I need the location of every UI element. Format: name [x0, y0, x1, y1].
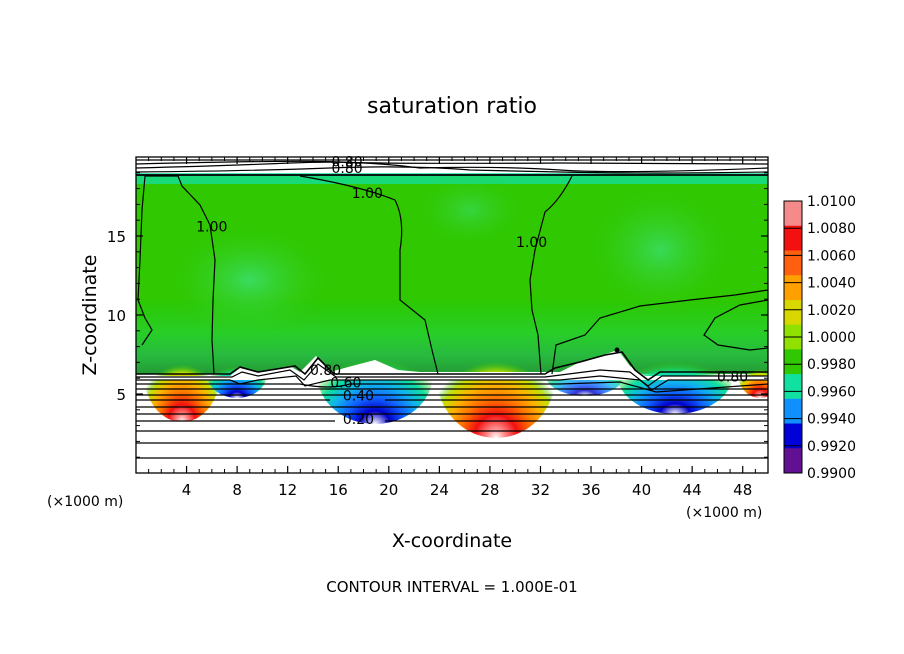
contour-label: 0.80 — [332, 154, 363, 170]
contour-line — [136, 381, 768, 393]
colorbar-label: 1.0000 — [807, 330, 856, 346]
y-axis-ticks: 5 10 15 — [107, 172, 768, 458]
cyan-patch — [160, 220, 340, 340]
x-tick-label: 32 — [531, 481, 550, 499]
x-unit-left: (×1000 m) — [47, 494, 123, 510]
x-axis-label: X-coordinate — [392, 530, 512, 552]
x-tick-label: 4 — [182, 481, 192, 499]
colorbar-label: 0.9940 — [807, 412, 856, 428]
contour-label: 0.80 — [310, 363, 341, 379]
chart-title: saturation ratio — [367, 94, 537, 119]
x-tick-label: 8 — [232, 481, 242, 499]
contour-line — [136, 161, 768, 173]
colorbar-swatch — [784, 374, 802, 400]
contour-line — [136, 166, 768, 174]
colorbar-label: 1.0100 — [807, 194, 856, 210]
colorbar-label: 1.0060 — [807, 248, 856, 264]
contour-line — [551, 289, 768, 375]
y-tick-label: 10 — [107, 307, 126, 325]
contour-label: 1.00 — [196, 219, 227, 235]
x-unit-right: (×1000 m) — [686, 505, 762, 521]
colorbar-label: 1.0080 — [807, 221, 856, 237]
x-tick-label: 48 — [733, 481, 752, 499]
colorbar-swatch — [784, 275, 802, 301]
colorbar-label: 1.0020 — [807, 303, 856, 319]
terrain-marker — [614, 347, 620, 353]
contour-line — [703, 299, 768, 351]
colorbar-swatch — [784, 423, 802, 449]
y-tick-label: 5 — [116, 386, 126, 404]
y-tick-label: 15 — [107, 228, 126, 246]
colorbar-swatch — [784, 398, 802, 425]
contour-line — [136, 351, 768, 381]
contour-label: 0.60 — [330, 376, 361, 392]
x-tick-label: 24 — [430, 481, 449, 499]
colorbar-label: 0.9920 — [807, 439, 856, 455]
x-tick-label: 36 — [581, 481, 600, 499]
cold-pocket — [617, 334, 733, 414]
x-tick-label: 40 — [632, 481, 651, 499]
x-tick-label: 12 — [278, 481, 297, 499]
contour-line — [529, 175, 573, 375]
x-tick-label: 28 — [480, 481, 499, 499]
contour-labels: 0.800.801.001.001.000.800.600.400.200.80 — [196, 154, 748, 428]
colorbar-swatch — [784, 299, 802, 326]
cyan-patch — [580, 180, 740, 320]
colorbar-label: 0.9980 — [807, 357, 856, 373]
x-tick-label: 16 — [329, 481, 348, 499]
contour-label: 0.20 — [343, 412, 374, 428]
contour-line — [145, 175, 216, 375]
contour-line — [299, 175, 439, 375]
colorbar: 1.0100 1.0080 1.0060 1.0040 1.0020 1.0000 0.99… — [783, 194, 856, 482]
x-axis-ticks: 4 8 12 16 20 24 28 32 36 40 44 48 — [148, 157, 756, 499]
colorbar-label: 1.0040 — [807, 276, 856, 292]
contour-label: 1.00 — [516, 235, 547, 251]
contour-interval-note: CONTOUR INTERVAL = 1.000E-01 — [326, 578, 577, 596]
x-tick-label: 20 — [379, 481, 398, 499]
colorbar-swatch — [784, 225, 802, 251]
colorbar-swatch — [784, 250, 802, 276]
colorbar-swatch — [784, 349, 802, 375]
cyan-patch — [410, 170, 530, 250]
saturation-field — [136, 157, 768, 473]
colorbar-swatch — [784, 201, 802, 227]
contour-label: 1.00 — [352, 186, 383, 202]
contour-label: 0.80 — [717, 369, 748, 385]
x-tick-label: 44 — [683, 481, 702, 499]
y-axis-label: Z-coordinate — [79, 255, 101, 376]
contour-lines — [136, 159, 768, 459]
contour-label: 0.80 — [332, 161, 363, 177]
contour-line — [137, 175, 153, 346]
contour-label: 0.40 — [343, 388, 374, 404]
colorbar-label: 0.9900 — [807, 466, 856, 482]
colorbar-label: 0.9960 — [807, 384, 856, 400]
colorbar-swatch — [784, 448, 802, 474]
